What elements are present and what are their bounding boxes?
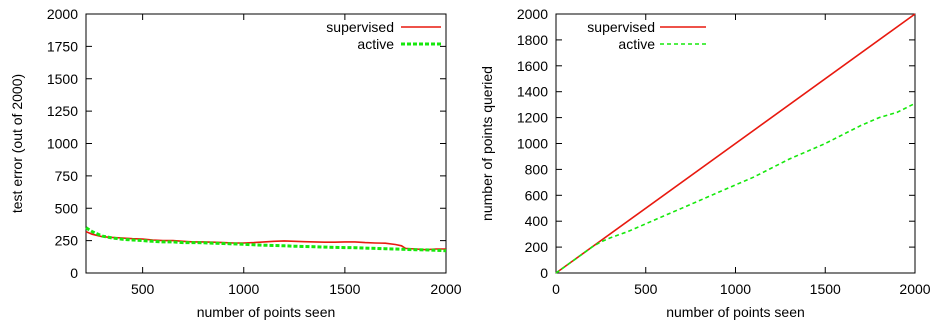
- y-tick-label: 2000: [47, 6, 78, 22]
- y-tick-label: 600: [525, 187, 549, 203]
- x-axis-label: number of points seen: [197, 304, 336, 320]
- x-tick-label: 1500: [810, 281, 841, 297]
- plot-frame: [85, 13, 447, 274]
- y-tick-label: 250: [55, 233, 79, 249]
- y-tick-label: 1600: [517, 58, 548, 74]
- x-tick-label: 2000: [899, 281, 930, 297]
- x-tick-label: 500: [131, 281, 155, 297]
- y-tick-label: 1800: [517, 32, 548, 48]
- y-tick-label: 1250: [47, 103, 78, 119]
- y-tick-label: 0: [540, 265, 548, 281]
- legend-label-active: active: [618, 36, 655, 52]
- x-tick-label: 1000: [228, 281, 259, 297]
- legend-label-supervised: supervised: [326, 19, 394, 35]
- x-tick-label: 1500: [329, 281, 360, 297]
- y-tick-label: 400: [525, 213, 549, 229]
- y-axis-label: number of points queried: [479, 66, 495, 221]
- x-tick-label: 0: [552, 281, 560, 297]
- series-line-active: [85, 226, 447, 253]
- y-tick-label: 800: [525, 161, 549, 177]
- test-error-chart: 0 250 500 750 1000 1250 1500 1750 2000 500 1000 150…: [9, 6, 462, 320]
- y-tick-label: 1400: [517, 84, 548, 100]
- legend-label-supervised: supervised: [587, 19, 655, 35]
- y-tick-label: 2000: [517, 6, 548, 22]
- y-tick-label: 1000: [47, 136, 78, 152]
- points-queried-chart: 0 200 400 600 800 1000 1200 1400 1600 1800 2000 0 50…: [479, 6, 931, 320]
- x-tick-label: 2000: [430, 281, 461, 297]
- y-tick-label: 1000: [517, 136, 548, 152]
- y-tick-label: 1200: [517, 110, 548, 126]
- legend-label-active: active: [357, 36, 394, 52]
- y-tick-label: 750: [55, 168, 79, 184]
- y-tick-label: 1750: [47, 38, 78, 54]
- series-line-active: [555, 102, 916, 274]
- x-tick-label: 1000: [720, 281, 751, 297]
- y-tick-label: 0: [70, 265, 78, 281]
- series-line-supervised: [555, 13, 916, 274]
- y-tick-label: 200: [525, 239, 549, 255]
- y-tick-label: 1500: [47, 71, 78, 87]
- y-tick-label: 500: [55, 200, 79, 216]
- x-axis-label: number of points seen: [666, 304, 805, 320]
- y-axis-label: test error (out of 2000): [9, 74, 25, 213]
- x-tick-label: 500: [634, 281, 658, 297]
